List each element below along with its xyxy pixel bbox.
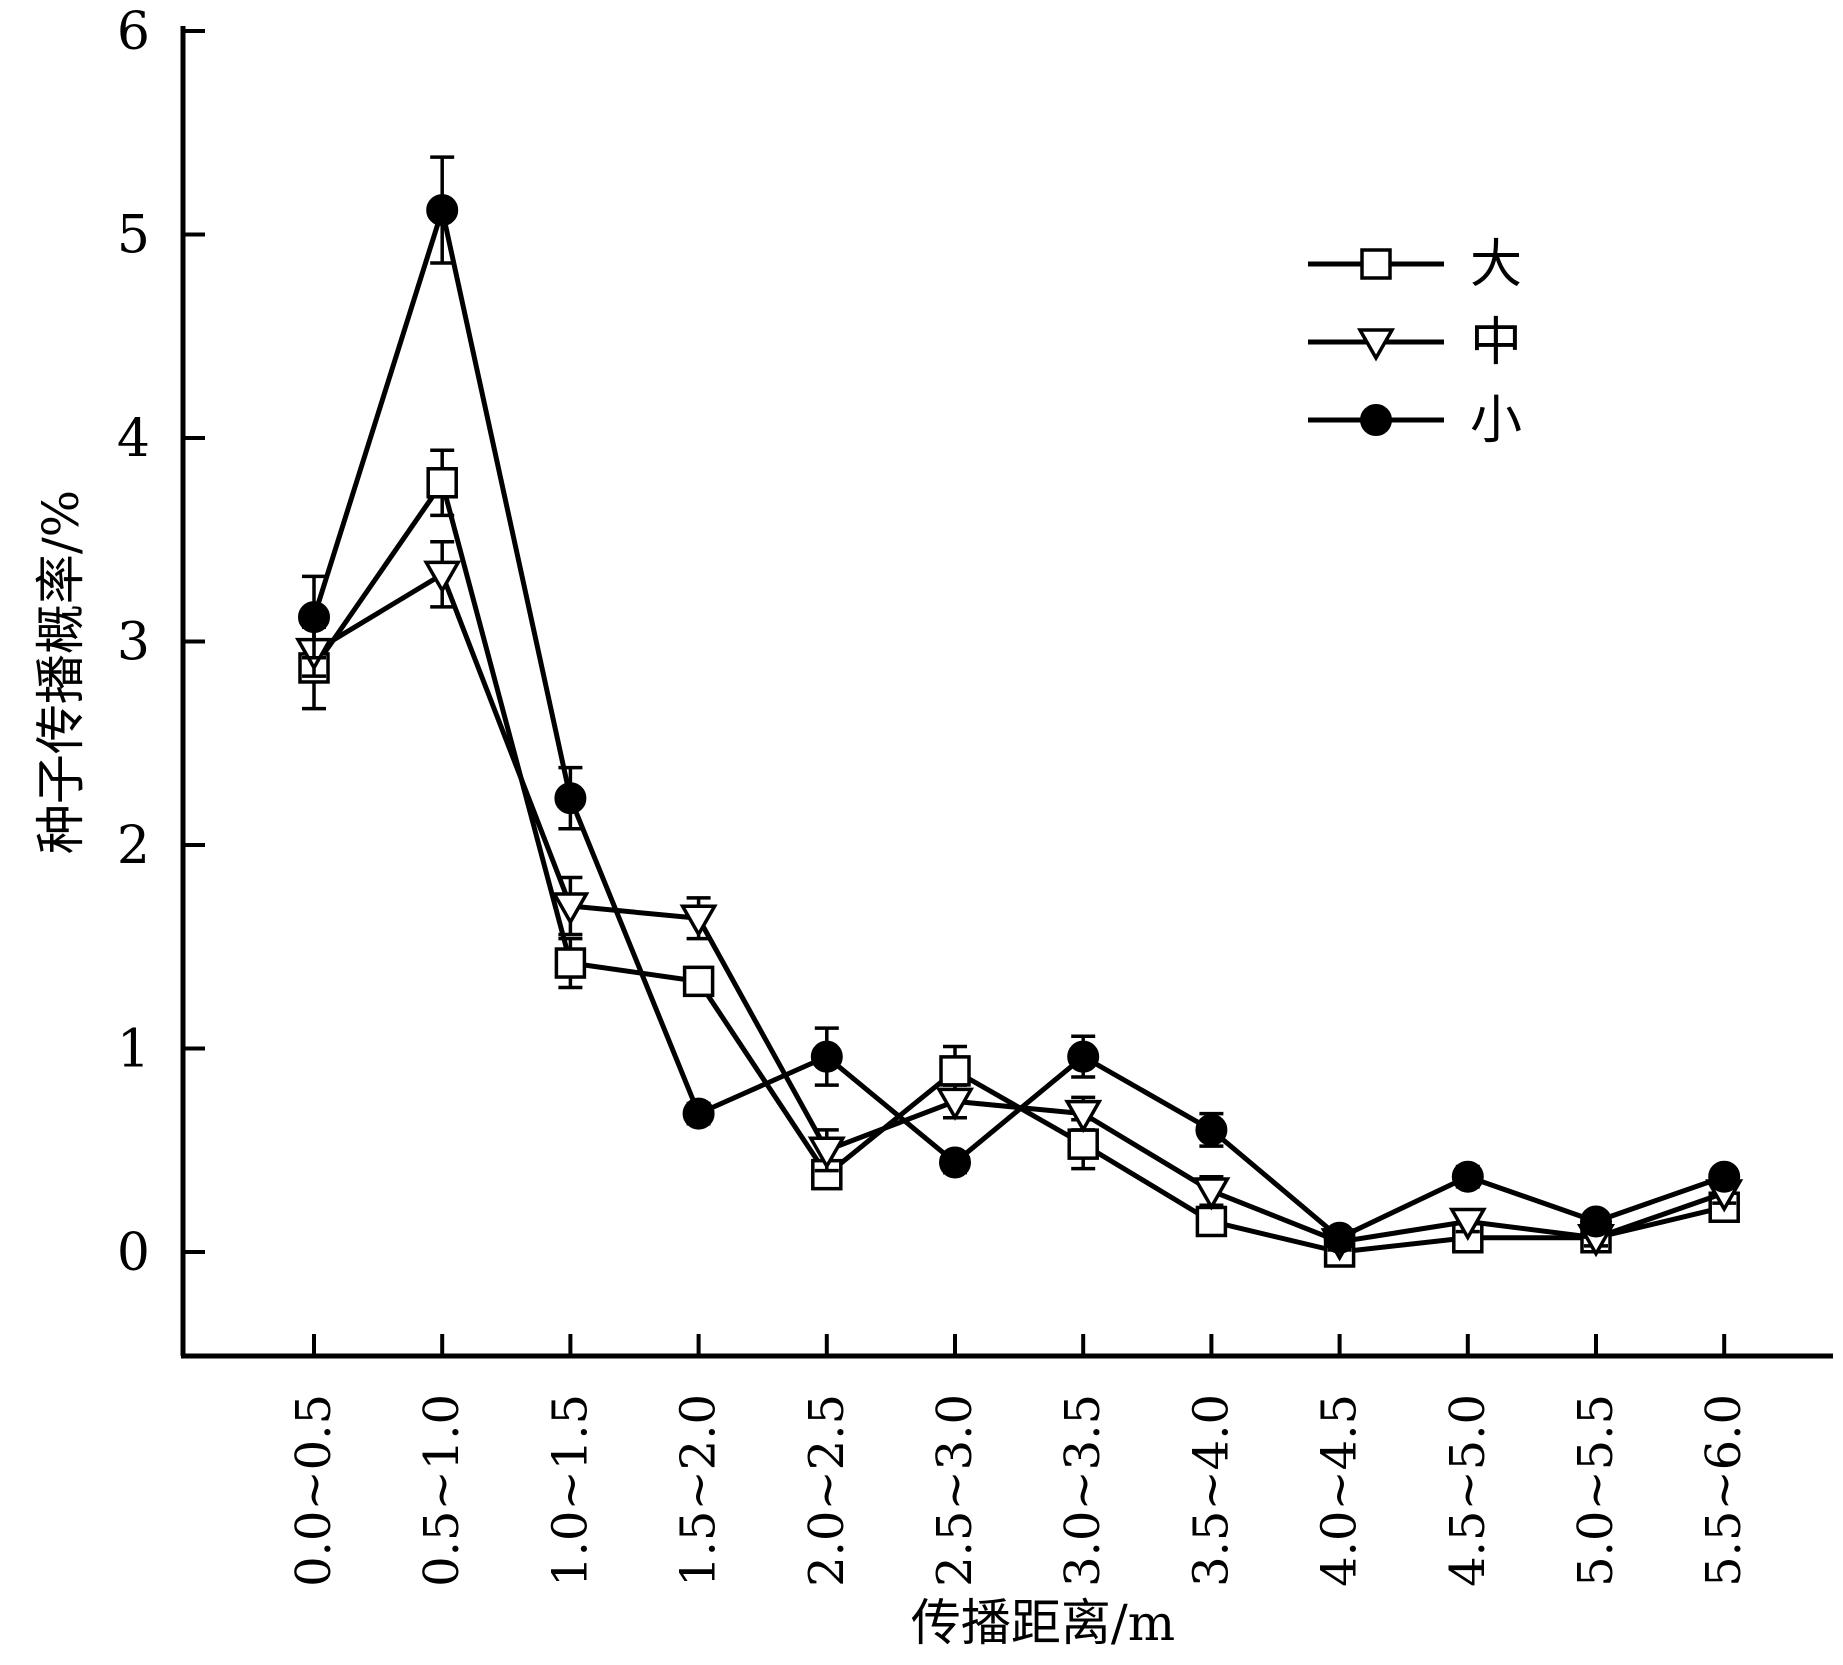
series-large [298,448,1740,1268]
y-axis-title: 种子传播概率/% [32,490,90,854]
x-tick-label: 3.5~4.0 [1183,1394,1239,1587]
x-tick-label: 0.5~1.0 [414,1394,470,1587]
x-tick-label: 1.5~2.0 [671,1394,727,1587]
data-point [1067,1040,1100,1073]
y-tick-label: 6 [117,2,150,62]
y-axis-ticks: 0 1 2 3 4 5 6 [117,2,205,1283]
y-tick-label: 2 [117,816,150,876]
axes [180,26,1833,1359]
legend-marker [1360,248,1392,280]
x-tick-label: 2.5~3.0 [927,1394,983,1587]
y-tick-label: 3 [117,613,150,673]
series-small [298,155,1741,1254]
data-point [1067,1128,1099,1160]
x-axis-ticks: 0.0~0.5 0.5~1.0 1.0~1.5 1.5~2.0 2.0~2.5 2.5~3… [286,1334,1752,1587]
data-point [1448,1207,1487,1242]
data-point [679,904,718,938]
data-point [426,194,459,227]
x-tick-label: 5.0~5.5 [1568,1394,1624,1587]
data-point [682,1097,715,1130]
data-point [1195,1113,1228,1146]
data-point [935,1087,975,1121]
legend-label: 中 [1470,313,1522,373]
series-medium [294,540,1744,1262]
data-point [810,1040,843,1073]
data-point [423,560,462,594]
y-tick-label: 5 [117,206,150,266]
legend-marker [1360,404,1392,436]
x-tick-label: 4.5~5.0 [1440,1394,1496,1587]
y-tick-label: 0 [117,1223,150,1283]
x-tick-label: 3.0~3.5 [1055,1394,1111,1587]
data-point [1323,1221,1356,1254]
data-point [1192,1177,1231,1211]
legend-item-small: 小 [1308,391,1522,451]
legend-label: 小 [1470,391,1522,451]
x-tick-label: 2.0~2.5 [799,1394,855,1587]
data-point [1064,1099,1103,1134]
legend-marker [1356,328,1396,362]
x-tick-label: 0.0~0.5 [286,1394,342,1587]
data-point [939,1146,971,1179]
data-point [939,1055,971,1087]
x-tick-label: 1.0~1.5 [542,1394,598,1587]
data-point [1451,1160,1484,1193]
legend: 大中小 [1308,235,1522,451]
series-layer [294,155,1744,1268]
legend-item-large: 大 [1308,235,1522,295]
data-point [807,1136,846,1170]
y-tick-label: 1 [117,1020,150,1080]
series-line [311,207,1726,1241]
data-point [1580,1205,1612,1238]
data-point [1708,1160,1741,1193]
x-tick-label: 5.5~6.0 [1696,1394,1752,1587]
legend-label: 大 [1470,235,1522,295]
x-tick-label: 4.0~4.5 [1312,1394,1368,1587]
x-axis-title: 传播距离/m [911,1594,1175,1652]
data-point [551,892,590,926]
data-point [682,965,715,998]
data-point [298,601,330,634]
data-point [1195,1205,1228,1238]
legend-item-medium: 中 [1308,313,1522,373]
data-point [554,782,587,815]
y-tick-label: 4 [117,409,150,469]
data-point [426,467,458,499]
series-line [312,571,1726,1245]
data-point [554,947,587,979]
